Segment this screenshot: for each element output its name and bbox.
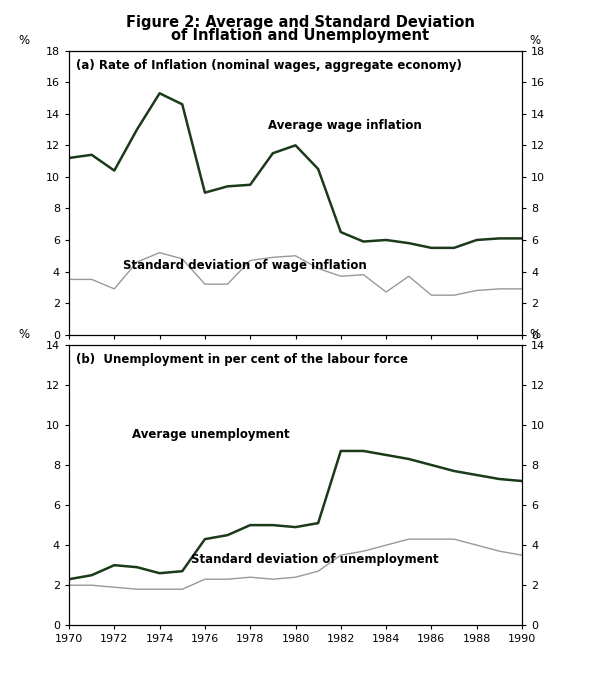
Text: Average wage inflation: Average wage inflation (268, 120, 422, 132)
Text: %: % (529, 329, 541, 341)
Text: %: % (18, 34, 29, 47)
Text: Average unemployment: Average unemployment (133, 428, 290, 441)
Text: %: % (18, 329, 29, 341)
Text: (b)  Unemployment in per cent of the labour force: (b) Unemployment in per cent of the labo… (76, 353, 408, 366)
Text: Standard deviation of wage inflation: Standard deviation of wage inflation (124, 258, 367, 272)
Text: %: % (529, 34, 541, 47)
Text: Standard deviation of unemployment: Standard deviation of unemployment (191, 553, 439, 566)
Text: of Inflation and Unemployment: of Inflation and Unemployment (171, 28, 429, 43)
Text: (a) Rate of Inflation (nominal wages, aggregate economy): (a) Rate of Inflation (nominal wages, ag… (76, 59, 461, 72)
Text: Figure 2: Average and Standard Deviation: Figure 2: Average and Standard Deviation (125, 15, 475, 30)
